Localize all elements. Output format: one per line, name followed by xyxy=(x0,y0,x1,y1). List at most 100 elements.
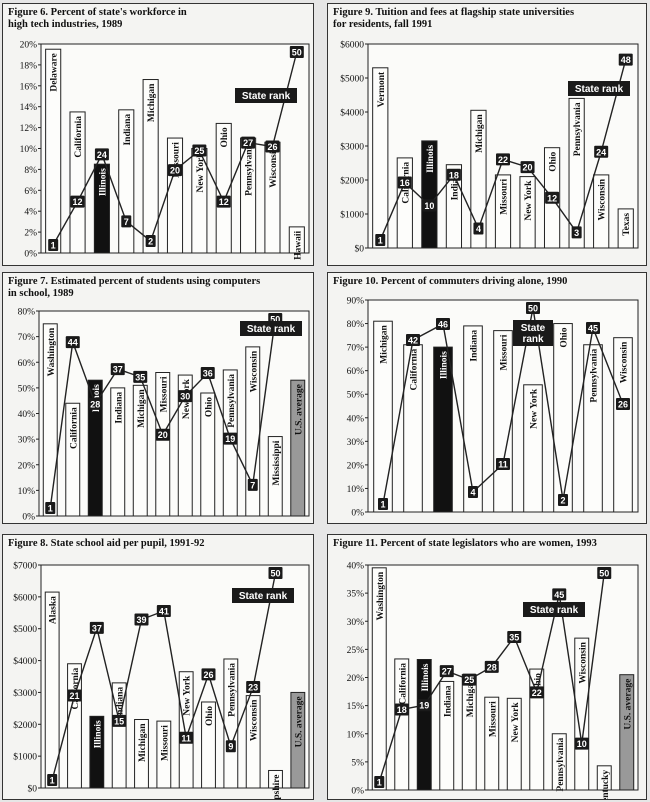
bar xyxy=(65,402,81,517)
rank-marker xyxy=(223,432,238,445)
y-tick-label: 80% xyxy=(18,308,36,318)
y-tick-label: 0% xyxy=(351,787,364,797)
bar-label: Michigan xyxy=(380,324,390,363)
bar-label: Illinois xyxy=(421,663,431,691)
bar-label: Pennsylvania xyxy=(590,349,600,403)
y-tick-label: 0% xyxy=(22,513,35,523)
bar-label: Michigan xyxy=(147,83,157,122)
bar xyxy=(619,674,635,791)
rank-marker-label: 19 xyxy=(419,701,429,711)
rank-marker-label: 35 xyxy=(509,632,519,642)
bar xyxy=(45,48,62,254)
rank-marker xyxy=(436,318,450,330)
bar xyxy=(178,671,194,789)
rank-marker-label: 1 xyxy=(380,500,385,510)
y-tick-label: 40% xyxy=(347,414,365,424)
rank-marker-label: 12 xyxy=(547,193,557,203)
bar-label: Washington xyxy=(376,571,386,620)
rank-marker xyxy=(574,737,589,750)
bar-label: Indiana xyxy=(116,687,126,719)
bar xyxy=(519,176,536,249)
y-tick-label: 20% xyxy=(18,461,36,471)
rank-marker xyxy=(246,681,261,694)
rank-marker xyxy=(156,605,171,618)
chart-title: Figure 10. Percent of commuters driving … xyxy=(333,276,568,287)
rank-marker-label: 20 xyxy=(523,163,533,173)
rank-marker-label: 26 xyxy=(618,400,628,410)
bar-label: Michigan xyxy=(466,678,476,717)
rank-marker-label: 45 xyxy=(554,590,564,600)
bar-label: Pennsylvania xyxy=(556,738,566,792)
y-tick-label: 12% xyxy=(20,124,38,134)
rank-marker-label: 2 xyxy=(560,496,565,506)
bar xyxy=(613,337,633,513)
rank-marker xyxy=(496,153,510,166)
bar-label: Vermont xyxy=(377,71,387,107)
bar-label: Indiana xyxy=(443,685,453,717)
rank-marker xyxy=(526,302,540,314)
bar-label: New York xyxy=(524,180,534,221)
y-tick-label: $3000 xyxy=(13,688,37,699)
rank-marker xyxy=(394,703,409,716)
bar xyxy=(470,109,487,249)
rank-marker xyxy=(597,567,612,579)
y-tick-label: 30% xyxy=(18,436,36,446)
rank-marker-label: 1 xyxy=(48,504,53,514)
rank-marker xyxy=(374,776,385,788)
rank-marker-label: 2 xyxy=(148,237,153,247)
figure-6-panel: Figure 6. Percent of state's workforce i… xyxy=(2,3,314,266)
y-tick-label: 60% xyxy=(18,359,36,369)
bar xyxy=(215,122,232,254)
bar-label: Mississippi xyxy=(272,440,282,485)
rank-marker-label: 41 xyxy=(159,607,169,617)
rank-marker-label: 20 xyxy=(170,166,180,176)
y-tick-label: $2000 xyxy=(13,720,37,731)
rank-marker xyxy=(241,136,256,149)
bar-label: California xyxy=(74,116,84,158)
bar-label: Pennsylvania xyxy=(227,663,237,717)
bar xyxy=(290,691,306,789)
figure-8-panel: Figure 8. State school aid per pupil, 19… xyxy=(2,534,314,800)
figure-11-panel: Figure 11. Percent of state legislators … xyxy=(327,534,647,800)
bar xyxy=(268,769,283,789)
bar xyxy=(156,720,172,789)
rank-marker xyxy=(618,53,633,66)
bar-label: New York xyxy=(511,702,521,743)
figure-7-chart: 0% 10% 20% 30% 40% 50% 60% 70% 80% Washington Cali… xyxy=(18,308,310,523)
rank-marker xyxy=(397,176,412,189)
y-tick-label: $0 xyxy=(355,244,365,255)
rank-marker-label: 46 xyxy=(438,320,448,330)
bar-label: California xyxy=(69,407,79,449)
rank-marker-label: 18 xyxy=(397,705,407,715)
rank-marker xyxy=(155,428,170,441)
bar-label: Texas xyxy=(622,213,632,236)
rank-marker-label: 26 xyxy=(203,670,213,680)
bar xyxy=(484,696,500,791)
rank-marker xyxy=(545,191,560,204)
rank-marker-label: 37 xyxy=(92,623,102,633)
chart-title: Figure 9. Tuition and fees at flagship s… xyxy=(333,7,575,30)
rank-marker xyxy=(594,145,609,158)
rank-marker-label: 28 xyxy=(487,662,497,672)
rank-marker xyxy=(446,168,461,181)
bar-label: Missouri xyxy=(488,701,498,737)
figure-9-chart: $0$1000$2000$3000$4000$5000$6000VermontC… xyxy=(340,40,639,255)
bar xyxy=(416,659,432,791)
y-tick-label: $2000 xyxy=(340,176,364,187)
rank-marker xyxy=(134,613,149,626)
bar-label: Wisconsin xyxy=(598,178,608,220)
bar-label: Wisconsin xyxy=(620,341,630,383)
bar-label: California xyxy=(398,663,408,705)
rank-marker xyxy=(422,199,437,212)
bar-label: Indiana xyxy=(450,168,460,200)
bar-label: Missouri xyxy=(500,179,510,215)
rank-marker xyxy=(192,144,207,157)
rank-marker-label: 45 xyxy=(588,324,598,334)
rank-marker xyxy=(67,689,82,702)
rank-marker-label: 1 xyxy=(377,778,382,788)
rank-marker-label: 1 xyxy=(51,241,56,251)
rank-marker xyxy=(70,195,85,208)
rank-marker-label: 42 xyxy=(408,336,418,346)
y-tick-label: 20% xyxy=(347,674,365,684)
rank-marker xyxy=(225,740,236,753)
